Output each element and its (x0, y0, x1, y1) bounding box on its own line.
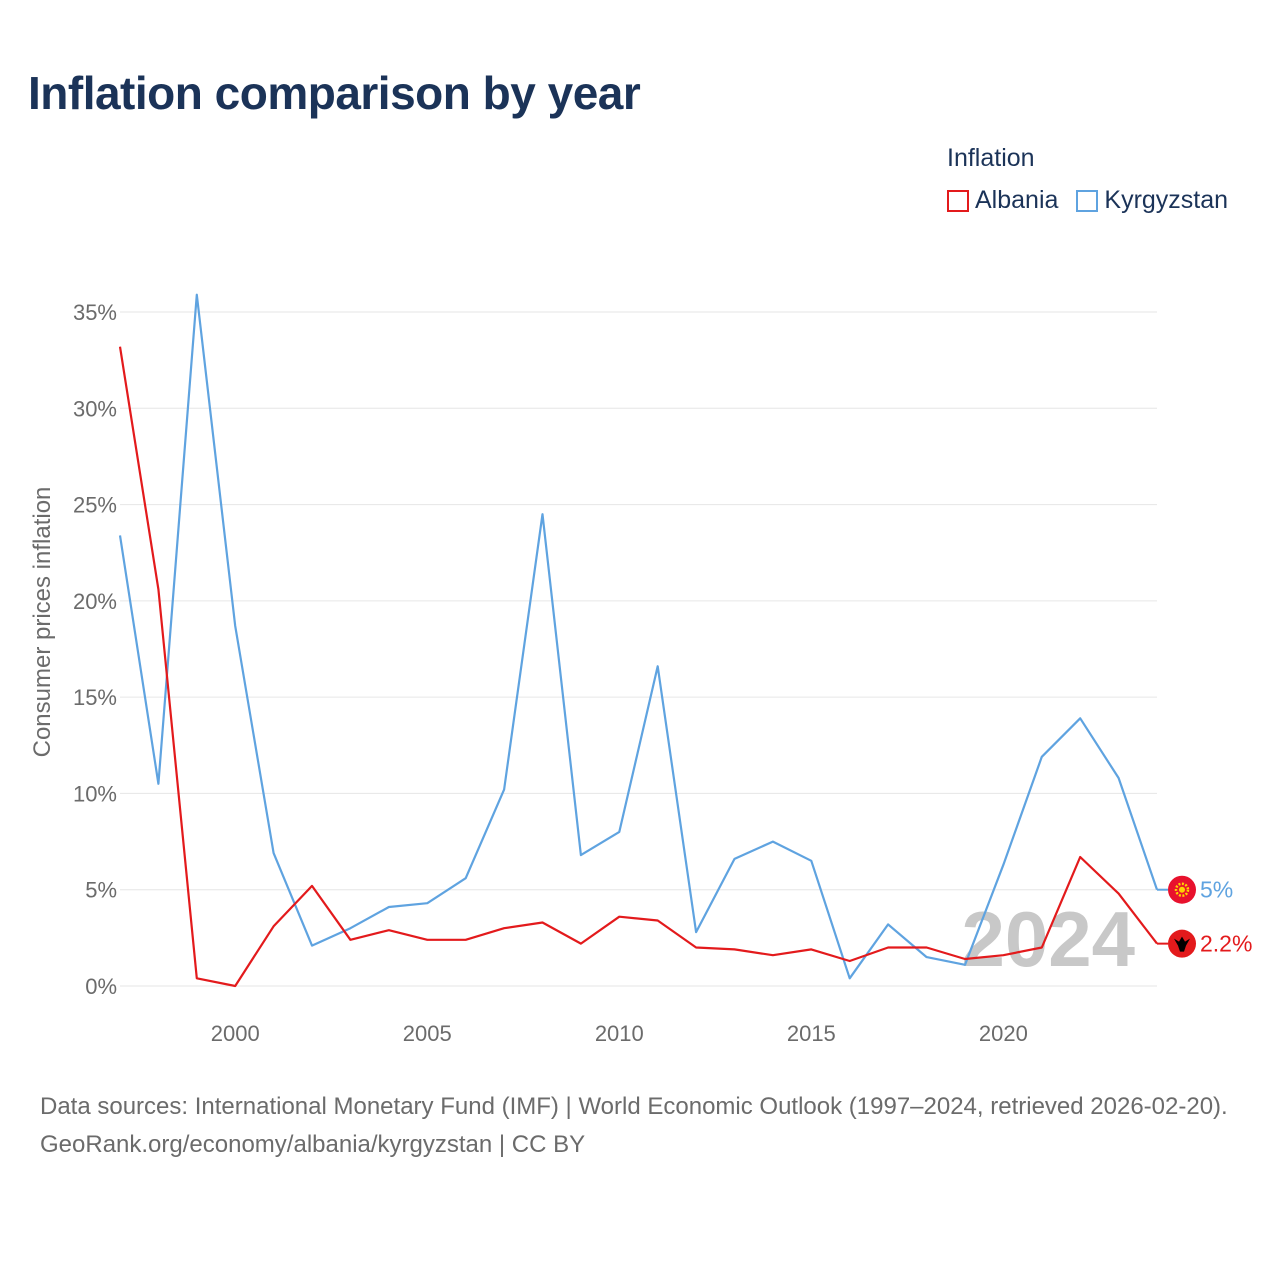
footer: Data sources: International Monetary Fun… (40, 1088, 1250, 1164)
year-watermark: 2024 (961, 895, 1135, 983)
y-axis-ticks: 0% 5% 10% 15% 20% 25% 30% 35% (73, 300, 117, 999)
y-tick-label: 5% (85, 878, 117, 903)
end-value-label-albania: 2.2% (1200, 931, 1252, 957)
x-tick-label: 2015 (787, 1021, 836, 1046)
x-tick-label: 2005 (403, 1021, 452, 1046)
y-tick-label: 30% (73, 396, 117, 421)
gridlines (120, 311, 1157, 987)
legend-label-kyrgyzstan: Kyrgyzstan (1104, 186, 1229, 214)
y-tick-label: 25% (73, 493, 117, 518)
series-line-albania[interactable] (118, 346, 1158, 988)
chart-title: Inflation comparison by year (28, 67, 641, 119)
y-tick-label: 15% (73, 685, 117, 710)
y-tick-label: 0% (85, 974, 117, 999)
y-tick-label: 20% (73, 589, 117, 614)
x-tick-label: 2020 (979, 1021, 1028, 1046)
inflation-line-chart: 2024 0% 5% 10% 15% 20% 25% 30% 35% 2000 2005 2010… (29, 293, 1252, 1046)
sun-icon (1174, 882, 1190, 897)
credit-link[interactable]: GeoRank.org/economy/albania/kyrgyzstan |… (40, 1131, 586, 1158)
sun-core-icon (1179, 886, 1185, 893)
x-tick-label: 2000 (211, 1021, 260, 1046)
series-lines (118, 293, 1159, 988)
legend-swatch-kyrgyzstan (1076, 189, 1099, 212)
legend-label-albania: Albania (975, 186, 1059, 214)
legend-swatch-albania (947, 189, 969, 212)
legend: Albania Kyrgyzstan (947, 186, 1246, 215)
x-tick-label: 2010 (595, 1021, 644, 1046)
series-line-kyrgyzstan[interactable] (118, 293, 1159, 980)
eagle-icon (1174, 936, 1190, 952)
y-tick-label: 35% (73, 300, 117, 325)
end-value-label-kyrgyzstan: 5% (1200, 877, 1233, 903)
y-axis-label: Consumer prices inflation (29, 487, 56, 758)
legend-title: Inflation (947, 144, 1035, 172)
x-axis-ticks: 2000 2005 2010 2015 2020 (211, 1021, 1028, 1046)
legend-item-albania[interactable]: Albania (947, 186, 1058, 215)
end-markers: 2.2% 5% (1157, 875, 1252, 958)
y-tick-label: 10% (73, 781, 117, 806)
legend-item-kyrgyzstan[interactable]: Kyrgyzstan (1076, 186, 1228, 215)
data-sources: Data sources: International Monetary Fun… (40, 1093, 1228, 1120)
